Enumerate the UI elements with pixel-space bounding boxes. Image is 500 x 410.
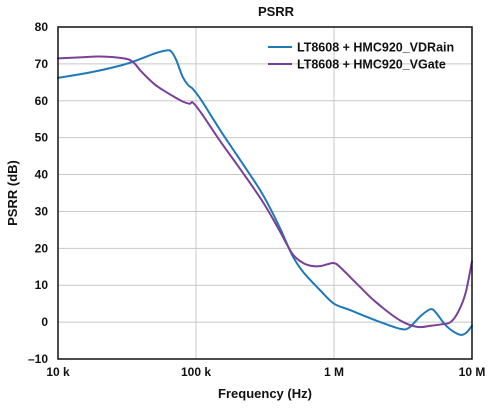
series-line-1 — [57, 49, 473, 336]
x-tick-label: 1 M — [324, 365, 344, 379]
grid-layer — [58, 27, 472, 359]
y-tick-label: 70 — [35, 57, 49, 71]
y-tick-label: 80 — [35, 20, 49, 34]
legend-label-1: LT8608 + HMC920_VDRain — [297, 41, 454, 55]
legend-label-2: LT8608 + HMC920_VGate — [297, 58, 446, 72]
y-tick-label: –10 — [28, 352, 48, 366]
x-tick-label: 10 M — [459, 365, 486, 379]
chart-title: PSRR — [258, 4, 295, 19]
series-layer — [57, 49, 473, 336]
plot-frame — [57, 26, 473, 360]
y-tick-label: 0 — [41, 315, 48, 329]
tick-layer: 10 k 100 k 1 M 10 M 80 70 60 50 40 30 20 10 0 –10 — [28, 20, 485, 379]
y-tick-label: 30 — [35, 204, 49, 218]
x-tick-label: 100 k — [181, 365, 211, 379]
y-axis-label: PSRR (dB) — [5, 160, 20, 226]
x-tick-label: 10 k — [46, 365, 70, 379]
y-tick-label: 20 — [35, 241, 49, 255]
y-tick-label: 10 — [35, 278, 49, 292]
x-axis-label: Frequency (Hz) — [218, 386, 312, 401]
y-tick-label: 60 — [35, 94, 49, 108]
y-tick-label: 50 — [35, 131, 49, 145]
series-line-2 — [57, 55, 473, 329]
y-tick-label: 40 — [35, 168, 49, 182]
legend: LT8608 + HMC920_VDRain LT8608 + HMC920_VG… — [268, 41, 454, 72]
